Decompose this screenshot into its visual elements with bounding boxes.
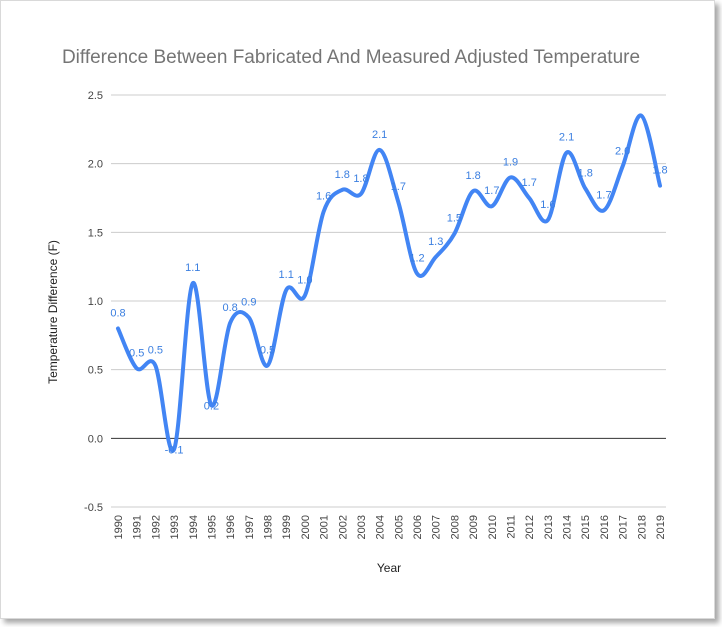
data-label: 1.6	[316, 191, 331, 203]
x-tick-label: 2012	[524, 515, 536, 539]
x-tick-label: 2005	[393, 515, 405, 539]
x-tick-label: 1990	[113, 515, 125, 539]
x-tick-label: 2002	[337, 515, 349, 539]
data-label: 1.8	[578, 167, 593, 179]
data-label: 1.8	[335, 169, 350, 181]
data-label: 0.2	[204, 400, 219, 412]
data-label: 2.1	[372, 129, 387, 141]
x-tick-label: 1992	[150, 515, 162, 539]
data-label: 0.5	[260, 345, 275, 357]
data-label: 1.2	[409, 253, 424, 265]
y-axis-label: Temperature Difference (F)	[46, 240, 60, 384]
data-label: 2.0	[615, 145, 630, 157]
x-tick-label: 1998	[263, 515, 275, 539]
line-chart: Difference Between Fabricated And Measur…	[46, 47, 668, 575]
data-label: 1.9	[503, 156, 518, 168]
x-tick-label: 2003	[356, 515, 368, 539]
x-tick-label: 2011	[505, 515, 517, 539]
x-tick-label: 2009	[468, 515, 480, 539]
x-tick-label: 2013	[543, 515, 555, 539]
x-tick-label: 2007	[431, 515, 443, 539]
data-label: 1.3	[428, 236, 443, 248]
y-tick-label: 1.5	[88, 227, 103, 239]
x-tick-label: 1993	[169, 515, 181, 539]
x-tick-label: 1995	[206, 515, 218, 539]
x-tick-label: 2001	[319, 515, 331, 539]
data-label: 0.9	[241, 296, 256, 308]
data-label: 0.8	[222, 302, 237, 314]
x-tick-label: 2015	[580, 515, 592, 539]
chart-title: Difference Between Fabricated And Measur…	[62, 47, 640, 68]
y-tick-label: 0.5	[88, 365, 103, 377]
x-tick-label: 2004	[375, 515, 387, 539]
x-tick-label: 1996	[225, 515, 237, 539]
data-label: 1.7	[596, 189, 611, 201]
y-axis-ticks: -0.5 0.0 0.5 1.0 1.5 2.0 2.5	[84, 90, 103, 514]
data-label: 1.8	[465, 170, 480, 182]
data-label: 2.1	[559, 132, 574, 144]
x-tick-label: 2019	[655, 515, 667, 539]
y-tick-label: 2.0	[88, 159, 103, 171]
x-tick-label: 2010	[487, 515, 499, 539]
data-label: 0.5	[129, 347, 144, 359]
x-axis-label: Year	[377, 561, 401, 575]
gridlines	[111, 94, 666, 508]
x-tick-label: 1991	[132, 515, 144, 539]
data-label: 0.8	[110, 307, 125, 319]
x-tick-label: 2016	[599, 515, 611, 539]
x-tick-label: 2006	[412, 515, 424, 539]
series-line	[116, 113, 662, 453]
x-tick-label: 1997	[244, 515, 256, 539]
data-label: 1.0	[297, 275, 312, 287]
y-tick-label: -0.5	[84, 502, 103, 514]
data-labels: 0.80.5 0.5-0.11.10.20.8 0.90.51.1 1.01.61.8…	[110, 129, 667, 456]
data-label: 1.5	[447, 213, 462, 225]
data-label: 1.1	[279, 269, 294, 281]
x-tick-label: 1999	[281, 515, 293, 539]
data-label: 1.6	[540, 199, 555, 211]
data-label: -0.1	[165, 444, 184, 456]
data-label: 1.7	[391, 181, 406, 193]
data-label: 1.1	[185, 262, 200, 274]
x-tick-label: 2000	[300, 515, 312, 539]
x-tick-label: 2014	[562, 515, 574, 539]
y-tick-label: 1.0	[88, 296, 103, 308]
x-tick-label: 2018	[636, 515, 648, 539]
y-tick-label: 0.0	[88, 433, 103, 445]
x-tick-label: 1994	[188, 515, 200, 539]
data-label: 1.7	[522, 177, 537, 189]
x-tick-label: 2017	[618, 515, 630, 539]
data-label: 0.5	[148, 345, 163, 357]
chart-card: Difference Between Fabricated And Measur…	[0, 0, 715, 619]
data-label: 1.8	[652, 165, 667, 177]
x-axis-ticks: 1990 1991 1992 1993 1994 1995 1996 1997 1998 1999…	[113, 515, 667, 539]
data-label: 1.7	[484, 185, 499, 197]
y-tick-label: 2.5	[88, 90, 103, 102]
x-tick-label: 2008	[449, 515, 461, 539]
data-label: 1.8	[353, 173, 368, 185]
